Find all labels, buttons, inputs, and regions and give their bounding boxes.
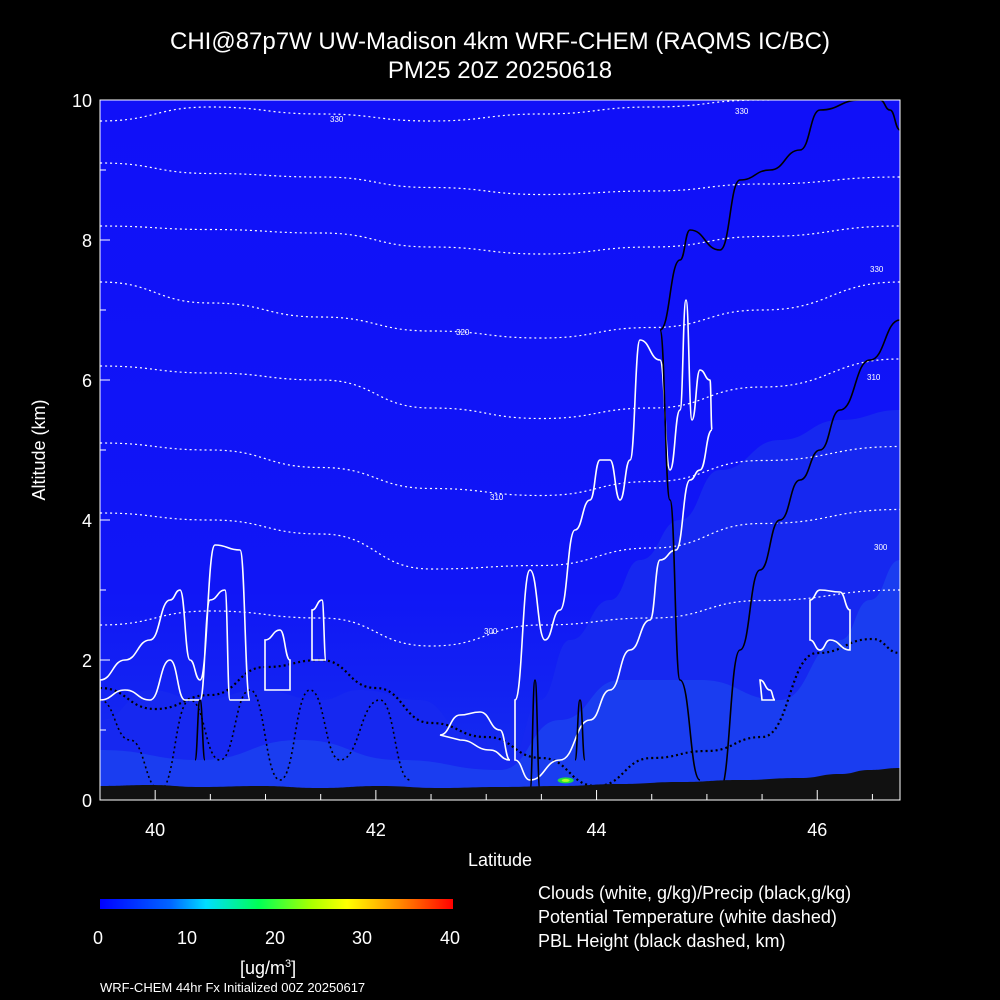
precip-contour	[719, 319, 900, 791]
colorbar	[100, 899, 453, 909]
chart-subtitle: PM25 20Z 20250618	[387, 57, 613, 84]
theta-contour-label: 300	[484, 627, 498, 636]
colorbar-units: [ug/m3]	[240, 958, 297, 978]
plot-area: 330 330 320 330 310 310 300 300	[100, 100, 900, 800]
theta-contour	[100, 589, 900, 647]
chart-title: CHI@87p7W UW-Madison 4km WRF-CHEM (RAQMS…	[170, 28, 830, 55]
pm25-region	[100, 560, 900, 800]
cloud-contour	[809, 589, 851, 651]
cloud-contour	[264, 629, 291, 691]
cloud-contour	[759, 679, 776, 701]
legend-clouds: Clouds (white, g/kg)/Precip (black,g/kg)	[538, 883, 852, 903]
theta-contour	[100, 442, 900, 497]
y-tick-label: 8	[82, 231, 92, 251]
legend-pbl: PBL Height (black dashed, km)	[538, 931, 786, 951]
pbl-height-line	[100, 637, 900, 788]
y-tick-label: 0	[82, 791, 92, 811]
x-tick-label: 40	[145, 820, 165, 840]
footer-note: WRF-CHEM 44hr Fx Initialized 00Z 2025061…	[100, 980, 366, 995]
precip-contour	[529, 679, 541, 791]
precip-contour	[574, 699, 586, 761]
theta-contour-label: 330	[735, 107, 749, 116]
theta-contour	[100, 100, 793, 122]
cloud-contour	[514, 299, 713, 781]
theta-contour-label: 320	[456, 328, 470, 337]
colorbar-tick: 0	[93, 928, 104, 948]
y-tick-label: 6	[82, 371, 92, 391]
cloud-contour	[311, 599, 327, 661]
terrain-surface	[100, 768, 900, 800]
x-tick-label: 44	[587, 820, 607, 840]
colorbar-tick: 30	[352, 928, 373, 948]
y-tick-label: 2	[82, 651, 92, 671]
precip-contour	[659, 100, 900, 781]
legend-theta: Potential Temperature (white dashed)	[538, 907, 837, 927]
theta-contour	[100, 281, 900, 339]
colorbar-tick: 20	[265, 928, 286, 948]
colorbar-tick: 10	[177, 928, 198, 948]
y-tick-label: 10	[72, 91, 92, 111]
theta-contour-label: 310	[490, 493, 504, 502]
theta-contour-label: 300	[874, 543, 888, 552]
cloud-contour	[100, 544, 251, 701]
pm25-hotspot	[561, 778, 570, 782]
x-tick-label: 46	[807, 820, 827, 840]
precip-contour	[194, 699, 206, 761]
x-tick-label: 42	[366, 820, 386, 840]
cloud-contour	[439, 711, 511, 761]
x-axis-label: Latitude	[468, 850, 532, 870]
y-tick-label: 4	[82, 511, 92, 531]
theta-contour-label: 330	[330, 115, 344, 124]
theta-contour-label: 310	[867, 373, 881, 382]
theta-contour	[100, 358, 900, 420]
theta-contour	[100, 162, 900, 196]
colorbar-gradient	[100, 899, 453, 909]
colorbar-tick: 40	[440, 928, 461, 948]
theta-contour-label: 330	[870, 265, 884, 274]
theta-contour	[100, 225, 900, 255]
y-axis-label: Altitude (km)	[29, 399, 49, 500]
field-features: 330 330 320 330 310 310 300 300	[100, 100, 900, 800]
